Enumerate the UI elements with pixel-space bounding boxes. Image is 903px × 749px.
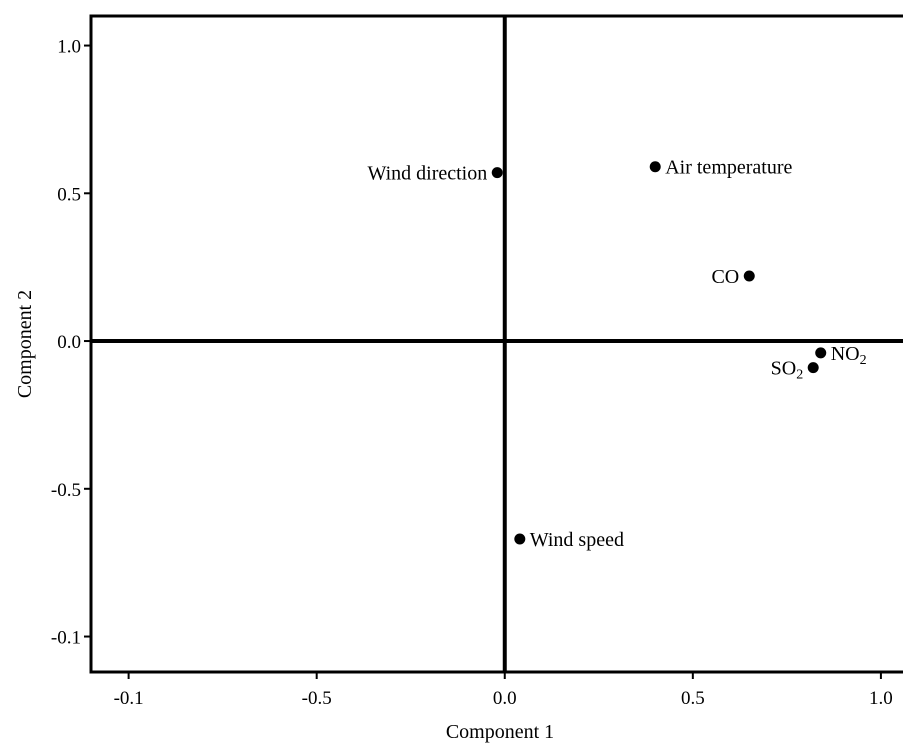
data-point-label: CO: [711, 266, 739, 288]
data-point-label: Air temperature: [665, 157, 792, 179]
data-point-label-text: Wind direction: [368, 163, 488, 185]
data-point-label-subscript: 2: [860, 353, 867, 368]
data-point-label-text: Wind speed: [530, 529, 624, 551]
data-point-marker: [649, 161, 661, 173]
y-axis-ticks: 1.0 0.5 0.0 -0.5 -0.1: [51, 37, 91, 649]
data-point-label: Wind direction: [368, 163, 488, 185]
y-tick-label: 1.0: [57, 37, 81, 58]
y-tick-label: -0.5: [51, 480, 81, 501]
data-point-marker: [491, 167, 503, 179]
x-tick-label: -0.1: [114, 688, 144, 709]
x-tick-label: 0.0: [493, 688, 517, 709]
y-tick-label: 0.5: [57, 184, 81, 205]
data-point-label: NO2: [831, 343, 867, 368]
data-point-label: Wind speed: [530, 529, 624, 551]
x-tick-label: -0.5: [302, 688, 332, 709]
data-point-marker: [815, 347, 827, 359]
y-tick-label: -0.1: [51, 628, 81, 649]
x-axis-title: Component 1: [446, 721, 554, 743]
x-axis-ticks: -0.1 -0.5 0.0 0.5 1.0: [114, 672, 893, 709]
data-point-marker: [743, 270, 755, 282]
x-tick-label: 1.0: [869, 688, 893, 709]
x-tick-label: 0.5: [681, 688, 705, 709]
data-point-label-subscript: 2: [796, 368, 803, 383]
data-point-label: SO2: [771, 358, 804, 383]
y-axis-title: Component 2: [14, 290, 36, 398]
data-point-marker: [807, 362, 819, 374]
data-point-label-text: Air temperature: [665, 157, 792, 179]
y-tick-label: 0.0: [57, 332, 81, 353]
data-points: Wind direction Air temperatureCONO2SO2Win…: [368, 157, 867, 551]
data-point-marker: [514, 533, 526, 545]
data-point-label-text: NO: [831, 343, 860, 365]
plot-frame: [89, 14, 903, 674]
data-point-label-text: SO: [771, 358, 797, 380]
data-point-label-text: CO: [711, 266, 739, 288]
